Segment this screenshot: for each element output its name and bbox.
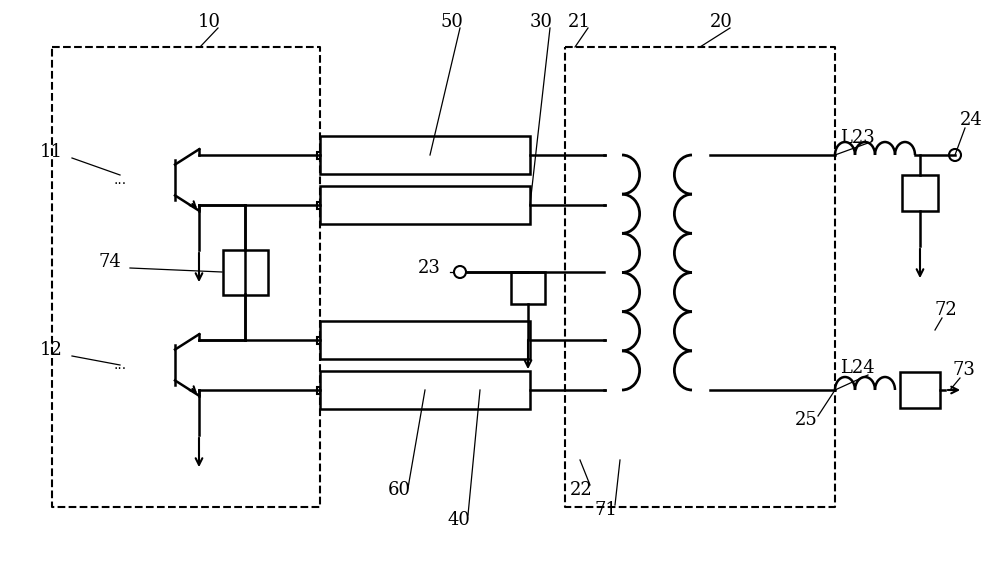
Bar xyxy=(320,371,530,409)
Bar xyxy=(320,186,530,224)
Text: 50: 50 xyxy=(440,13,463,31)
Text: 60: 60 xyxy=(388,481,411,499)
Bar xyxy=(900,372,940,408)
Bar xyxy=(511,272,545,304)
Bar xyxy=(223,250,268,295)
Text: 23: 23 xyxy=(418,259,441,277)
Text: ...: ... xyxy=(113,173,127,187)
Bar xyxy=(316,202,324,208)
Text: 12: 12 xyxy=(40,341,63,359)
Bar xyxy=(320,321,530,359)
Text: 20: 20 xyxy=(710,13,733,31)
Text: 73: 73 xyxy=(953,361,976,379)
Text: L23: L23 xyxy=(840,129,875,147)
Text: 72: 72 xyxy=(935,301,958,319)
Text: 71: 71 xyxy=(595,501,618,519)
Bar xyxy=(316,387,324,394)
Text: L24: L24 xyxy=(840,359,875,377)
Bar xyxy=(902,175,938,211)
Text: 74: 74 xyxy=(98,253,121,271)
Bar xyxy=(316,337,324,343)
Text: 40: 40 xyxy=(448,511,471,529)
Bar xyxy=(316,151,324,159)
Text: ...: ... xyxy=(113,358,127,372)
Text: 22: 22 xyxy=(570,481,593,499)
Text: 10: 10 xyxy=(198,13,221,31)
Text: 11: 11 xyxy=(40,143,63,161)
Text: 24: 24 xyxy=(960,111,983,129)
Text: 21: 21 xyxy=(568,13,591,31)
Bar xyxy=(320,136,530,174)
Text: 25: 25 xyxy=(795,411,818,429)
Text: 30: 30 xyxy=(530,13,553,31)
